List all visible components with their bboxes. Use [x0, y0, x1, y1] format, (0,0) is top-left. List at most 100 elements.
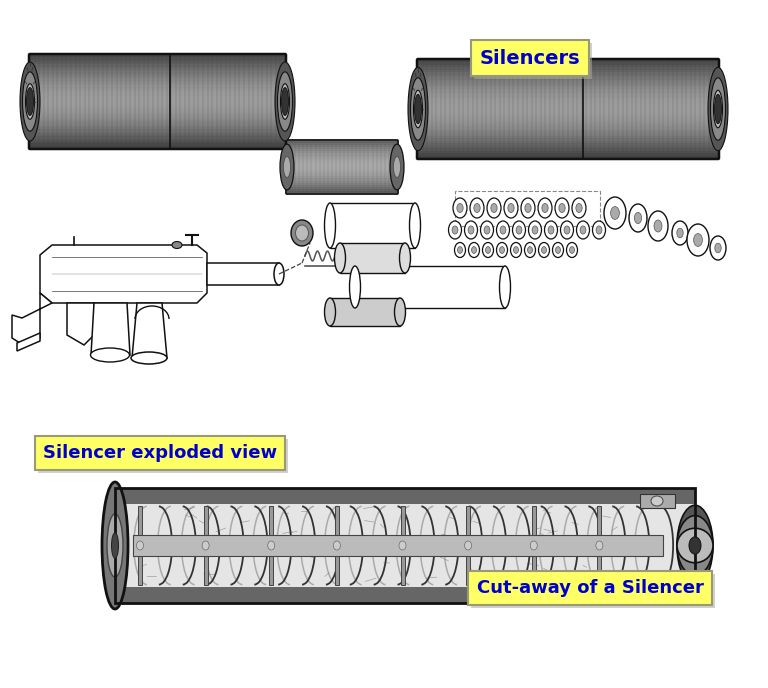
Ellipse shape — [713, 90, 723, 128]
Ellipse shape — [472, 246, 476, 253]
Polygon shape — [132, 303, 167, 358]
Bar — [418, 136, 718, 138]
Bar — [115, 488, 695, 603]
Bar — [531, 506, 536, 585]
Ellipse shape — [708, 67, 728, 151]
Bar — [418, 155, 718, 158]
Bar — [115, 488, 695, 504]
Polygon shape — [40, 245, 207, 303]
Bar — [418, 89, 718, 92]
Bar — [138, 506, 142, 585]
Ellipse shape — [654, 220, 662, 232]
Text: Silencers: Silencers — [480, 48, 581, 67]
Bar — [287, 174, 397, 176]
Ellipse shape — [452, 226, 458, 234]
Polygon shape — [17, 333, 40, 351]
Bar — [133, 535, 663, 556]
Ellipse shape — [399, 243, 411, 273]
Bar — [418, 133, 718, 136]
Bar — [418, 114, 718, 116]
Bar — [270, 506, 273, 585]
Ellipse shape — [468, 226, 474, 234]
Bar — [418, 123, 718, 126]
Bar — [30, 110, 285, 113]
Ellipse shape — [538, 242, 549, 257]
Bar — [418, 121, 718, 124]
Ellipse shape — [715, 243, 721, 252]
Bar — [418, 131, 718, 133]
Bar — [287, 168, 397, 170]
Ellipse shape — [500, 226, 506, 234]
Bar — [418, 62, 718, 65]
Bar — [418, 72, 718, 75]
Bar — [30, 89, 285, 92]
Text: Silencers: Silencers — [482, 52, 584, 70]
Bar — [418, 140, 718, 143]
Bar — [455, 191, 600, 226]
Bar — [418, 98, 718, 102]
Bar — [418, 96, 718, 99]
Bar — [330, 203, 415, 248]
Bar — [418, 145, 718, 148]
Bar — [30, 76, 285, 78]
Ellipse shape — [107, 514, 123, 577]
Bar — [115, 587, 695, 603]
Bar — [30, 136, 285, 139]
Text: Cut-away of a Silencer: Cut-away of a Silencer — [479, 582, 707, 600]
Ellipse shape — [521, 198, 535, 218]
Ellipse shape — [470, 198, 484, 218]
Ellipse shape — [390, 144, 404, 190]
Ellipse shape — [413, 90, 422, 128]
Ellipse shape — [325, 203, 336, 248]
Ellipse shape — [528, 221, 541, 239]
Text: Cut-away of a Silencer: Cut-away of a Silencer — [477, 579, 703, 597]
Bar — [30, 113, 285, 116]
Bar — [30, 120, 285, 122]
Ellipse shape — [516, 226, 522, 234]
Ellipse shape — [409, 203, 421, 248]
Bar — [418, 87, 718, 89]
Ellipse shape — [275, 62, 295, 141]
Bar — [287, 151, 397, 153]
Ellipse shape — [525, 242, 535, 257]
Text: Silencer exploded view: Silencer exploded view — [43, 444, 277, 462]
Bar — [287, 155, 397, 158]
Bar — [30, 73, 285, 76]
Ellipse shape — [552, 242, 564, 257]
Bar — [30, 108, 285, 111]
Bar — [418, 101, 718, 104]
Bar — [30, 106, 285, 109]
Bar — [287, 149, 397, 151]
Bar — [418, 150, 718, 153]
Bar — [115, 488, 695, 603]
Bar — [466, 506, 470, 585]
Ellipse shape — [484, 226, 490, 234]
Ellipse shape — [474, 204, 480, 213]
Bar — [30, 85, 285, 87]
Ellipse shape — [399, 541, 406, 550]
Bar — [287, 153, 397, 155]
Bar — [287, 140, 397, 143]
Bar — [418, 94, 718, 97]
Ellipse shape — [577, 221, 590, 239]
Bar — [418, 126, 718, 129]
Bar — [30, 54, 285, 57]
Bar — [287, 191, 397, 193]
Ellipse shape — [651, 496, 663, 506]
Ellipse shape — [282, 87, 289, 116]
Bar — [418, 116, 718, 119]
Ellipse shape — [714, 94, 721, 124]
Bar — [30, 101, 285, 104]
Ellipse shape — [280, 144, 294, 190]
Ellipse shape — [277, 72, 293, 131]
Ellipse shape — [172, 241, 182, 248]
Ellipse shape — [567, 242, 578, 257]
Ellipse shape — [457, 204, 463, 213]
Bar — [287, 157, 397, 160]
Ellipse shape — [559, 204, 565, 213]
Ellipse shape — [333, 541, 340, 550]
Bar — [418, 128, 718, 131]
Bar — [287, 186, 397, 189]
Ellipse shape — [458, 246, 462, 253]
Bar — [418, 138, 718, 141]
